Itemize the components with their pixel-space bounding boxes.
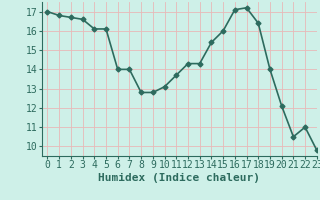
- X-axis label: Humidex (Indice chaleur): Humidex (Indice chaleur): [98, 173, 260, 183]
